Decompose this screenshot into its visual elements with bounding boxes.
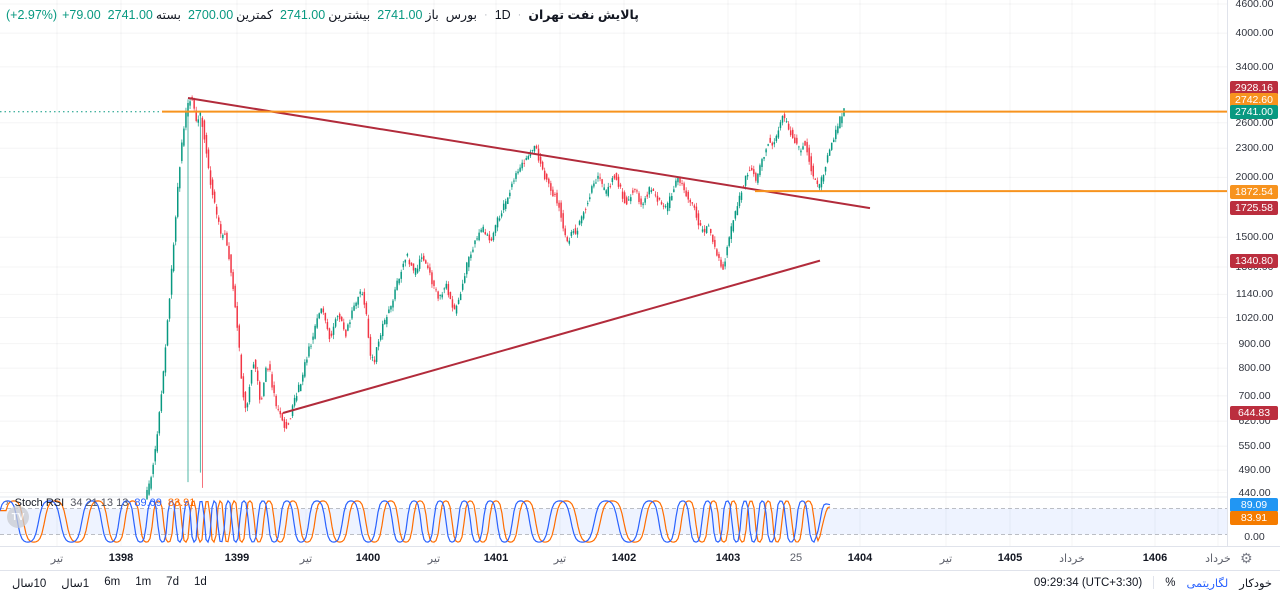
price-badge: 644.83 [1230, 406, 1278, 420]
toolbar-right: 09:29:34 (UTC+3:30) % لگاریتمی خودکار [1034, 576, 1280, 590]
price-tick-label: 1140.00 [1235, 288, 1274, 301]
time-axis-label: 25 [789, 552, 803, 564]
price-tick-label: 800.00 [1238, 362, 1271, 375]
price-tick-label: 4000.00 [1235, 27, 1274, 40]
price-badge: 2928.16 [1230, 81, 1278, 95]
stoch-d-value: 83.91 [167, 497, 196, 509]
price-badge: 83.91 [1230, 511, 1278, 525]
range-button-1[interactable]: 1سال [61, 577, 90, 590]
stoch-k-line [0, 499, 831, 544]
gear-icon[interactable]: ⚙ [1240, 550, 1253, 566]
range-button-6m[interactable]: 6m [104, 575, 121, 588]
time-axis-label: 1404 [847, 552, 873, 564]
timeframe-label[interactable]: 1D [494, 7, 511, 22]
price-tick-label: 2000.00 [1235, 171, 1274, 184]
price-badge: 89.09 [1230, 498, 1278, 512]
price-tick-label: 4600.00 [1235, 0, 1274, 10]
price-tick-label: 3400.00 [1235, 60, 1274, 73]
toolbar-divider [1153, 576, 1155, 589]
time-axis-label: 1403 [715, 552, 741, 564]
price-tick-label: 2600.00 [1235, 116, 1274, 129]
tradingview-logo[interactable]: TV [7, 506, 29, 528]
range-button-10[interactable]: 10سال [12, 577, 47, 590]
time-axis-label: تیر [50, 553, 64, 565]
ohlc-high: بیشترین 2741.00 [280, 7, 371, 23]
price-tick-label: 440.00 [1238, 486, 1271, 499]
price-tick-label: 1500.00 [1235, 231, 1274, 244]
range-button-1m[interactable]: 1m [135, 575, 152, 588]
price-badge: 1340.80 [1230, 254, 1278, 268]
price-tick-label: 550.00 [1238, 440, 1271, 453]
indicator-legend[interactable]: › Stoch RSI 34 21 13 13 89.09 83.91 [5, 497, 195, 509]
ohlc-open: باز 2741.00 [377, 7, 439, 23]
ohlc-close: بسته 2741.00 [107, 7, 181, 23]
time-axis-label: 1400 [355, 552, 381, 564]
time-axis-label: 1399 [224, 552, 250, 564]
clock[interactable]: 09:29:34 (UTC+3:30) [1033, 576, 1143, 589]
bottom-toolbar: 10سال 1سال 6m 1m 7d 1d 09:29:34 (UTC+3:30) % … [0, 570, 1280, 593]
time-axis-label: 1406 [1142, 552, 1168, 564]
time-axis-label: 1405 [997, 552, 1023, 564]
time-axis-label: تیر [553, 553, 567, 565]
time-axis-label: تیر [299, 553, 313, 565]
indicator-params: 34 21 13 13 [70, 497, 129, 509]
time-axis-label: خرداد [1059, 553, 1085, 565]
price-tick-label: 700.00 [1238, 389, 1271, 402]
price-badge: 1725.58 [1230, 201, 1278, 215]
symbol-name[interactable]: پالایش نفت تهران [528, 8, 639, 22]
time-axis-label: خرداد [1205, 553, 1231, 565]
exchange-label: بورس [445, 8, 478, 22]
price-tick-label: 490.00 [1238, 464, 1271, 477]
price-tick-label: 2300.00 [1235, 142, 1274, 155]
log-scale-button[interactable]: لگاریتمی [1186, 577, 1229, 590]
price-tick-label: 1020.00 [1235, 311, 1274, 324]
percent-scale-button[interactable]: % [1165, 576, 1176, 589]
indicator-name: Stoch RSI [14, 497, 65, 509]
time-axis-label: تیر [427, 553, 441, 565]
price-badge: 1872.54 [1230, 185, 1278, 199]
price-axis[interactable]: 4600.00 4000.00 3400.00 2600.00 2300.00 2000.… [1227, 0, 1280, 546]
range-button-1d[interactable]: 1d [193, 575, 207, 588]
price-tick-label: 0.00 [1244, 531, 1265, 543]
range-selector: 10سال 1سال 6m 1m 7d 1d [0, 576, 207, 590]
time-axis[interactable]: ⚙ تیر 1398 1399 تیر 1400 تیر 1401 تیر 1402 1403 25… [0, 546, 1280, 571]
price-badge: 2742.60 [1230, 93, 1278, 107]
range-button-7d[interactable]: 7d [166, 575, 179, 588]
price-change: +79.00 (+2.97%) [6, 7, 101, 22]
separator-dot: · [517, 8, 522, 21]
time-axis-label: 1402 [611, 552, 637, 564]
separator-dot: · [484, 8, 488, 21]
ohlc-low: کمترین 2700.00 [187, 7, 273, 23]
collapse-caret-icon[interactable]: › [5, 497, 9, 509]
time-axis-label: تیر [939, 553, 953, 565]
stoch-k-value: 89.09 [134, 497, 162, 509]
time-axis-label: 1398 [108, 552, 134, 564]
symbol-header: پالایش نفت تهران · 1D · بورس باز 2741.00… [6, 7, 639, 23]
price-tick-label: 900.00 [1238, 337, 1271, 350]
auto-scale-button[interactable]: خودکار [1239, 577, 1272, 590]
time-axis-label: 1401 [483, 552, 509, 564]
stoch-d-line [0, 499, 831, 544]
price-chart-canvas[interactable] [0, 0, 1227, 546]
price-badge: 2741.00 [1230, 105, 1278, 119]
